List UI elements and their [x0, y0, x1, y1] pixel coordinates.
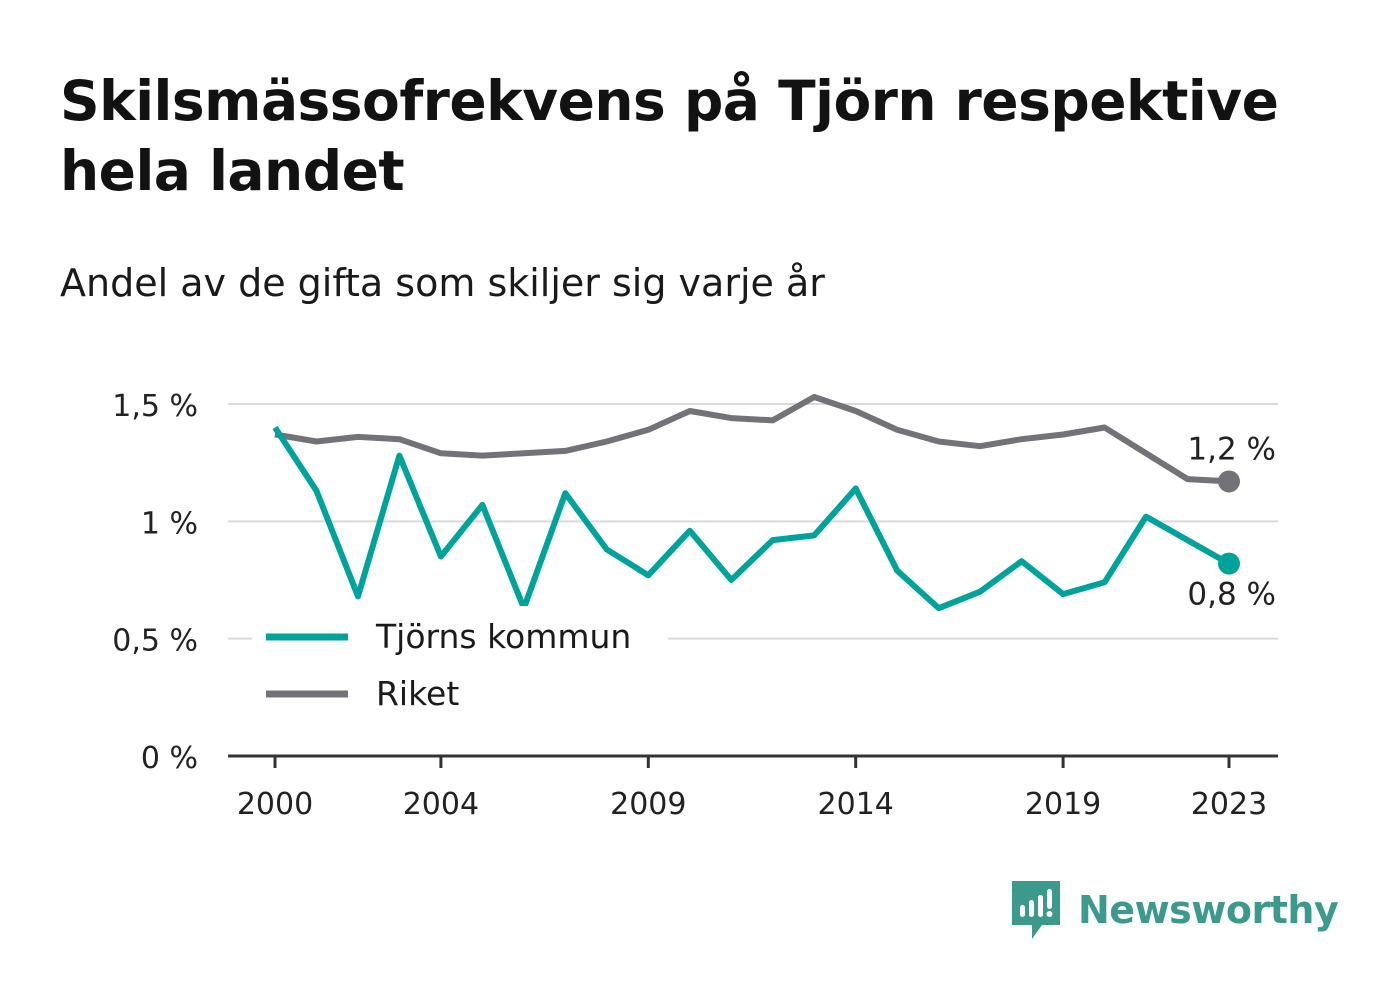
- x-tick-label: 2009: [610, 787, 686, 822]
- x-tick-label: 2014: [818, 787, 894, 822]
- x-tick-label: 2000: [237, 787, 313, 822]
- newsworthy-logo-icon: [1012, 881, 1060, 939]
- x-axis: 2000 2004 2009 2014 2019 2023: [228, 754, 1278, 822]
- x-tick-label: 2023: [1191, 787, 1267, 822]
- legend-label: Riket: [376, 674, 459, 713]
- brand-name: Newsworthy: [1078, 888, 1339, 932]
- x-tick-label: 2004: [403, 787, 479, 822]
- legend-background: [252, 606, 668, 726]
- series-lines: [272, 394, 1240, 612]
- x-tick-label: 2019: [1025, 787, 1101, 822]
- legend-label: Tjörns kommun: [375, 617, 631, 656]
- y-tick-label: 0 %: [141, 741, 198, 776]
- y-tick-label: 0,5 %: [112, 624, 198, 659]
- y-axis-ticks: 0 % 0,5 % 1 % 1,5 %: [112, 389, 198, 776]
- newsworthy-brand: Newsworthy: [1012, 880, 1339, 940]
- y-tick-label: 1,5 %: [112, 389, 198, 424]
- end-point-marker: [1218, 470, 1240, 493]
- legend: Tjörns kommun Riket: [252, 606, 668, 726]
- y-tick-label: 1 %: [141, 506, 198, 541]
- series-line: [272, 425, 1231, 612]
- end-labels: 1,2 % 0,8 %: [1187, 431, 1276, 612]
- end-point-marker: [1218, 552, 1240, 575]
- chart-title: Skilsmässofrekvens på Tjörn respektive h…: [60, 69, 1279, 203]
- end-label-tjorn: 0,8 %: [1187, 577, 1276, 613]
- series-line: [274, 394, 1230, 485]
- end-label-riket: 1,2 %: [1187, 431, 1276, 467]
- chart-subtitle: Andel av de gifta som skiljer sig varje …: [60, 261, 825, 305]
